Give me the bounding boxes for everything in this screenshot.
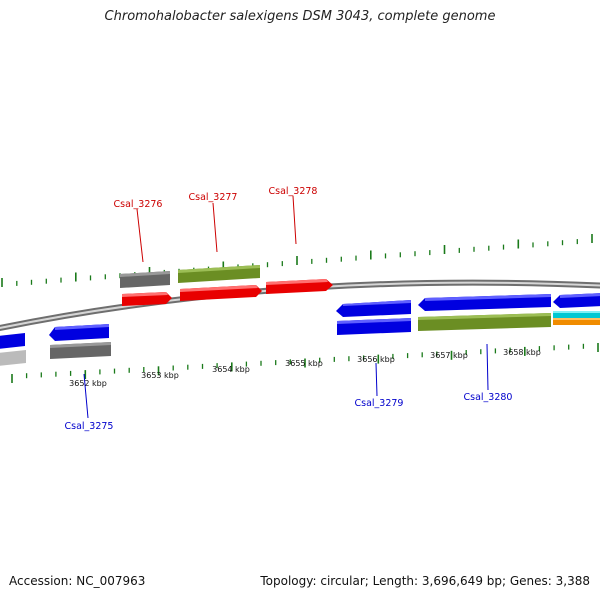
genome-summary-text: Topology: circular; Length: 3,696,649 bp…: [260, 574, 590, 588]
scale-label: 3653 kbp: [141, 371, 179, 380]
page-title: Chromohalobacter salexigens DSM 3043, co…: [104, 9, 496, 24]
gene-label-csal-3279[interactable]: Csal_3279: [355, 398, 404, 409]
scale-label: 3656 kbp: [357, 355, 395, 364]
scale-label: 3655 kbp: [285, 359, 323, 368]
gene-gray-top[interactable]: [120, 271, 170, 288]
gene-right-edge[interactable]: [553, 293, 600, 325]
gene-label-csal-3280[interactable]: Csal_3280: [464, 392, 513, 403]
gene-label-csal-3275[interactable]: Csal_3275: [65, 421, 114, 432]
outer-tick-track: [1, 234, 593, 287]
gene-csal-3276[interactable]: [122, 292, 172, 306]
gene-csal-3277[interactable]: [178, 265, 260, 283]
gene-csal-3275[interactable]: [49, 324, 111, 359]
gene-csal-3278[interactable]: [266, 279, 333, 294]
forward-gene-labels: Csal_3276 Csal_3277 Csal_3278: [114, 186, 318, 263]
gene-label-csal-3278[interactable]: Csal_3278: [269, 186, 318, 197]
gene-csal-3280[interactable]: [418, 294, 551, 331]
scale-label: 3658 kbp: [503, 348, 541, 357]
inner-tick-track: [11, 343, 599, 383]
scale-label: 3652 kbp: [69, 379, 107, 388]
accession-text: Accession: NC_007963: [9, 574, 146, 588]
gene-left-edge[interactable]: [0, 333, 26, 366]
scale-label: 3654 kbp: [212, 365, 250, 374]
gene-csal-3277-red[interactable]: [180, 285, 262, 301]
gene-label-csal-3276[interactable]: Csal_3276: [114, 199, 163, 210]
gene-label-csal-3277[interactable]: Csal_3277: [189, 192, 238, 203]
scale-labels: 3652 kbp 3653 kbp 3654 kbp 3655 kbp 3656…: [69, 348, 541, 388]
reverse-gene-labels: Csal_3275 Csal_3279 Csal_3280: [65, 343, 513, 432]
scale-label: 3657 kbp: [430, 351, 468, 360]
gene-csal-3279[interactable]: [336, 300, 411, 335]
